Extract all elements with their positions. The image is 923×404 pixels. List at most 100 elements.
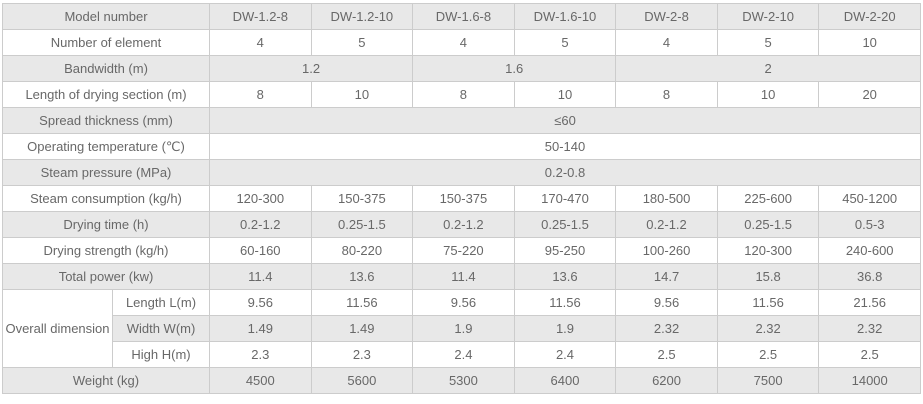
row-total-power: Total power (kw) 11.4 13.6 11.4 13.6 14.…	[1, 263, 921, 290]
value-cell: 21.56	[818, 289, 921, 316]
value-cell: 75-220	[412, 237, 515, 264]
value-cell: 10	[818, 29, 921, 56]
value-cell: 80-220	[310, 237, 414, 264]
row-number-of-element: Number of element 4 5 4 5 4 5 10	[1, 29, 921, 56]
value-cell: 5600	[310, 367, 414, 394]
value-cell: 150-375	[412, 185, 515, 212]
value-cell: 1.9	[513, 315, 617, 342]
row-label: Bandwidth (m)	[1, 55, 211, 82]
value-cell: 8	[209, 81, 312, 108]
value-cell: 11.56	[310, 289, 414, 316]
value-cell: 10	[310, 81, 414, 108]
value-cell: 150-375	[310, 185, 414, 212]
value-cell: 4	[615, 29, 718, 56]
value-cell: 0.5-3	[818, 211, 921, 238]
value-cell: 20	[818, 81, 921, 108]
value-cell: 0.25-1.5	[716, 211, 820, 238]
row-drying-section-length: Length of drying section (m) 8 10 8 10 8…	[1, 81, 921, 108]
value-cell: 2.5	[615, 341, 718, 368]
row-bandwidth: Bandwidth (m) 1.2 1.6 2	[1, 55, 921, 82]
value-cell: 5	[310, 29, 414, 56]
row-label: Model number	[1, 3, 211, 30]
value-cell: 14000	[818, 367, 921, 394]
value-cell: 10	[716, 81, 820, 108]
row-steam-consumption: Steam consumption (kg/h) 120-300 150-375…	[1, 185, 921, 212]
value-cell: 8	[412, 81, 515, 108]
row-steam-pressure: Steam pressure (MPa) 0.2-0.8	[1, 159, 921, 186]
row-drying-strength: Drying strength (kg/h) 60-160 80-220 75-…	[1, 237, 921, 264]
value-cell: 8	[615, 81, 718, 108]
value-cell: 0.2-0.8	[209, 159, 921, 186]
value-cell: 0.2-1.2	[209, 211, 312, 238]
value-cell: 100-260	[615, 237, 718, 264]
value-cell: 5	[513, 29, 617, 56]
row-label: Width W(m)	[111, 315, 211, 342]
value-cell: 2.5	[716, 341, 820, 368]
row-label: Number of element	[1, 29, 211, 56]
row-spread-thickness: Spread thickness (mm) ≤60	[1, 107, 921, 134]
value-cell: 6400	[513, 367, 617, 394]
value-cell: 1.49	[310, 315, 414, 342]
value-cell: 0.2-1.2	[615, 211, 718, 238]
row-operating-temperature: Operating temperature (℃) 50-140	[1, 133, 921, 160]
row-label: Drying strength (kg/h)	[1, 237, 211, 264]
row-dimension-height: High H(m) 2.3 2.3 2.4 2.4 2.5 2.5 2.5	[3, 341, 921, 368]
row-dimension-width: Width W(m) 1.49 1.49 1.9 1.9 2.32 2.32 2…	[3, 315, 921, 342]
model-cell: DW-1.6-10	[513, 3, 617, 30]
value-cell: 2.3	[209, 341, 312, 368]
value-cell: 6200	[615, 367, 718, 394]
value-cell: 9.56	[615, 289, 718, 316]
value-cell: 4500	[209, 367, 312, 394]
model-cell: DW-2-20	[818, 3, 921, 30]
row-label: High H(m)	[111, 341, 211, 368]
row-label: Steam pressure (MPa)	[1, 159, 211, 186]
row-model-number: Model number DW-1.2-8 DW-1.2-10 DW-1.6-8…	[1, 3, 921, 30]
model-cell: DW-2-10	[716, 3, 820, 30]
row-label: Steam consumption (kg/h)	[1, 185, 211, 212]
row-weight: Weight (kg) 4500 5600 5300 6400 6200 750…	[1, 367, 921, 394]
value-cell: 15.8	[716, 263, 820, 290]
value-cell: 10	[513, 81, 617, 108]
value-cell: 0.25-1.5	[513, 211, 617, 238]
value-cell: 13.6	[310, 263, 414, 290]
value-cell: 2.32	[716, 315, 820, 342]
value-cell: 0.25-1.5	[310, 211, 414, 238]
row-label: Weight (kg)	[1, 367, 211, 394]
value-cell: 36.8	[818, 263, 921, 290]
value-cell: 2.4	[412, 341, 515, 368]
model-cell: DW-1.6-8	[412, 3, 515, 30]
value-cell: 450-1200	[818, 185, 921, 212]
value-cell: 9.56	[412, 289, 515, 316]
value-cell: 2.4	[513, 341, 617, 368]
value-cell: 5	[716, 29, 820, 56]
row-label: Operating temperature (℃)	[1, 133, 211, 160]
value-cell: 50-140	[209, 133, 921, 160]
value-cell: 13.6	[513, 263, 617, 290]
value-cell: 180-500	[615, 185, 718, 212]
row-label: Total power (kw)	[1, 263, 211, 290]
value-cell: 11.4	[209, 263, 312, 290]
value-cell: 7500	[716, 367, 820, 394]
value-cell: 4	[209, 29, 312, 56]
row-label: Spread thickness (mm)	[1, 107, 211, 134]
value-cell: 4	[412, 29, 515, 56]
row-label: Drying time (h)	[1, 211, 211, 238]
value-cell: 1.6	[412, 55, 617, 82]
row-label: Length of drying section (m)	[1, 81, 211, 108]
value-cell: 11.4	[412, 263, 515, 290]
overall-dimension-label: Overall dimension	[2, 289, 113, 368]
product-spec-table: Model number DW-1.2-8 DW-1.2-10 DW-1.6-8…	[1, 3, 921, 394]
value-cell: 9.56	[209, 289, 312, 316]
value-cell: 240-600	[818, 237, 921, 264]
value-cell: 120-300	[716, 237, 820, 264]
value-cell: 2	[615, 55, 921, 82]
value-cell: 170-470	[513, 185, 617, 212]
value-cell: 1.49	[209, 315, 312, 342]
value-cell: 11.56	[513, 289, 617, 316]
value-cell: 0.2-1.2	[412, 211, 515, 238]
model-cell: DW-1.2-8	[209, 3, 312, 30]
value-cell: 95-250	[513, 237, 617, 264]
model-cell: DW-2-8	[615, 3, 718, 30]
value-cell: 14.7	[615, 263, 718, 290]
model-cell: DW-1.2-10	[310, 3, 414, 30]
